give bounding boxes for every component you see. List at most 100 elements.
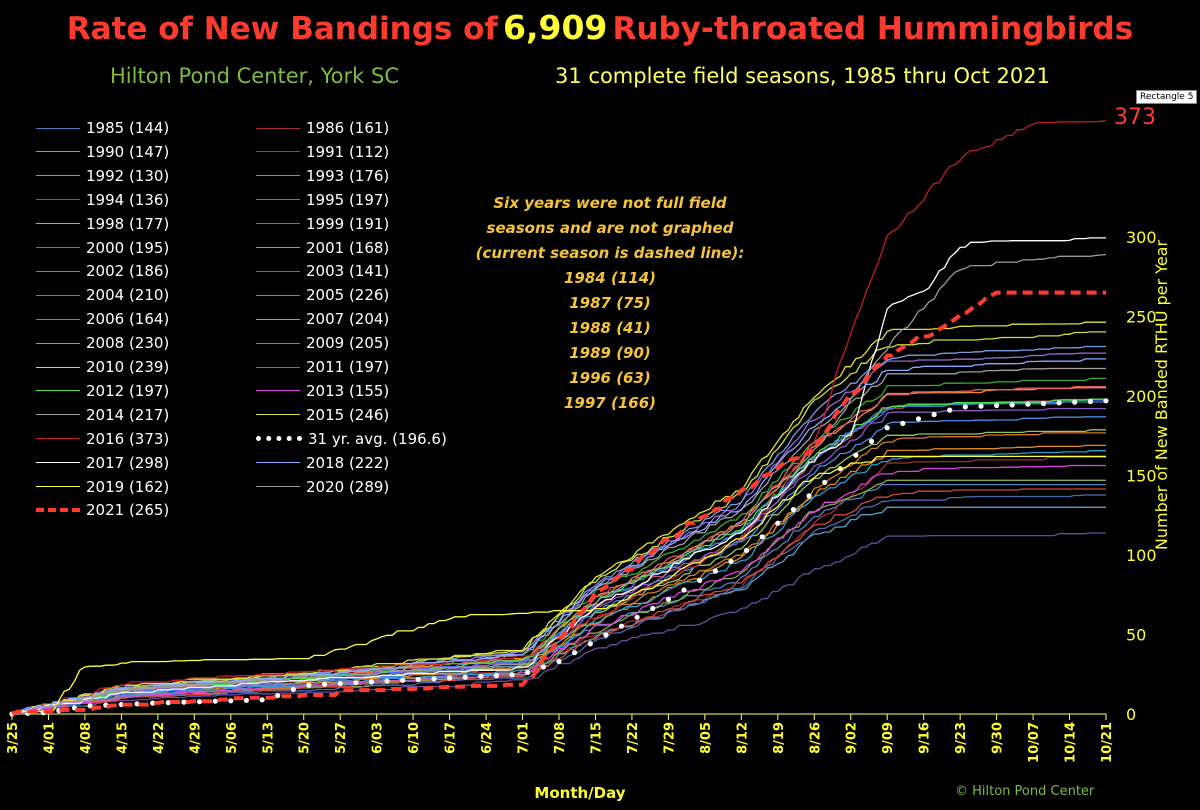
- note-line: seasons and are not graphed: [486, 219, 734, 237]
- average-point: [728, 558, 734, 565]
- series-2006: [11, 450, 1106, 715]
- series-1990: [12, 479, 1106, 715]
- legend-item: 2015 (246): [256, 404, 389, 426]
- average-point: [978, 403, 984, 409]
- x-tick-label: 4/29: [188, 722, 203, 754]
- x-tick-label: 10/21: [1100, 722, 1115, 763]
- average-point: [259, 697, 265, 703]
- average-point: [618, 623, 625, 629]
- average-point: [447, 675, 453, 681]
- y-tick-label: 300: [1126, 228, 1157, 247]
- average-point: [1040, 400, 1047, 407]
- legend-item: 1993 (176): [256, 165, 389, 187]
- average-point: [353, 680, 359, 686]
- legend-item: 2001 (168): [256, 237, 389, 259]
- legend-swatch: [36, 175, 80, 177]
- average-point: [134, 701, 140, 707]
- x-tick-label: 6/24: [480, 722, 495, 754]
- legend-swatch: [256, 462, 300, 464]
- legend-swatch: [256, 151, 300, 153]
- x-tick-label: 7/29: [662, 722, 677, 754]
- y-tick-label: 200: [1126, 387, 1157, 406]
- average-point: [478, 673, 484, 680]
- legend-swatch: [36, 151, 80, 153]
- average-point: [165, 700, 171, 706]
- x-tick-label: 9/02: [845, 722, 860, 754]
- legend-label: 2019 (162): [86, 477, 170, 496]
- legend-swatch: [36, 462, 80, 464]
- legend-swatch: [36, 508, 80, 513]
- title-part-2: Ruby-throated Hummingbirds: [612, 11, 1134, 47]
- series-1993: [11, 432, 1106, 715]
- legend-swatch: [256, 223, 300, 225]
- legend-item: 1994 (136): [36, 189, 169, 211]
- series-2013: [11, 464, 1106, 715]
- legend-label: 2007 (204): [306, 310, 390, 329]
- average-point: [712, 568, 718, 574]
- legend-label: 2011 (197): [306, 358, 390, 376]
- legend-item: 1991 (112): [256, 141, 389, 163]
- series-2016: [11, 120, 1107, 715]
- series-2019: [12, 455, 1106, 715]
- legend-label: 2004 (210): [86, 286, 170, 305]
- legend-label: 1993 (176): [306, 166, 390, 185]
- legend-swatch: [256, 318, 300, 320]
- legend-swatch: [256, 199, 300, 201]
- x-axis-ticks: 3/25 4/01 4/08 4/15 4/22 4/29 5/06 5/13 5/20 5/27…: [6, 714, 1115, 763]
- legend-item: 2013 (155): [256, 380, 389, 402]
- legend-label: 1985 (144): [86, 119, 170, 137]
- average-point: [759, 534, 765, 540]
- x-tick-label: 8/12: [735, 722, 750, 754]
- legend-item: 1986 (161): [256, 117, 389, 139]
- note-line: 1988 (41): [569, 319, 651, 337]
- copyright-notice: © Hilton Pond Center: [955, 784, 1095, 799]
- series-2021: [11, 290, 1106, 716]
- legend-swatch: [36, 366, 80, 368]
- average-point: [947, 407, 953, 413]
- average-point: [275, 693, 281, 699]
- x-tick-label: 4/22: [152, 722, 167, 754]
- average-point: [322, 681, 328, 687]
- x-tick-label: 8/26: [808, 722, 823, 754]
- legend-swatch: [36, 414, 80, 416]
- legend-swatch: [256, 436, 302, 442]
- average-point: [587, 641, 593, 647]
- average-point: [1056, 400, 1062, 406]
- x-tick-label: 7/01: [517, 722, 532, 754]
- x-tick-label: 6/17: [444, 722, 459, 754]
- note-line: 1987 (75): [569, 294, 651, 312]
- legend-label: 1991 (112): [306, 142, 390, 161]
- legend-label: 2017 (298): [86, 453, 170, 472]
- average-point: [790, 507, 797, 513]
- legend-swatch: [36, 486, 80, 487]
- x-axis-title: Month/Day: [534, 784, 626, 802]
- legend-item: 2016 (373): [36, 428, 169, 450]
- legend-item: 2014 (217): [36, 404, 169, 426]
- average-point: [665, 596, 672, 603]
- rectangle-tag[interactable]: Rectangle 5: [1136, 90, 1198, 104]
- legend-label: 1994 (136): [86, 190, 170, 209]
- legend-item: 2018 (222): [256, 452, 389, 474]
- legend-item: 2006 (164): [36, 308, 169, 330]
- legend-label: 31 yr. avg. (196.6): [308, 429, 447, 448]
- legend-label: 2012 (197): [86, 381, 170, 400]
- x-tick-label: 5/27: [334, 722, 349, 754]
- x-tick-label: 8/05: [699, 722, 714, 754]
- average-point: [415, 676, 421, 683]
- series-1998: [12, 429, 1106, 715]
- legend-label: 1990 (147): [86, 142, 170, 161]
- legend-swatch: [256, 366, 300, 368]
- series-2015: [11, 321, 1106, 715]
- average-point: [196, 699, 203, 705]
- average-point: [306, 682, 312, 688]
- x-tick-label: 7/08: [553, 722, 568, 754]
- average-point: [775, 520, 781, 526]
- title-part-1: Rate of New Bandings of: [66, 11, 498, 47]
- average-point: [87, 703, 93, 709]
- average-point: [931, 411, 937, 418]
- series-2014: [11, 367, 1106, 715]
- average-point: [337, 680, 343, 687]
- y-tick-label: 0: [1126, 705, 1136, 724]
- average-point: [540, 664, 547, 670]
- legend-item: 2011 (197): [256, 356, 389, 378]
